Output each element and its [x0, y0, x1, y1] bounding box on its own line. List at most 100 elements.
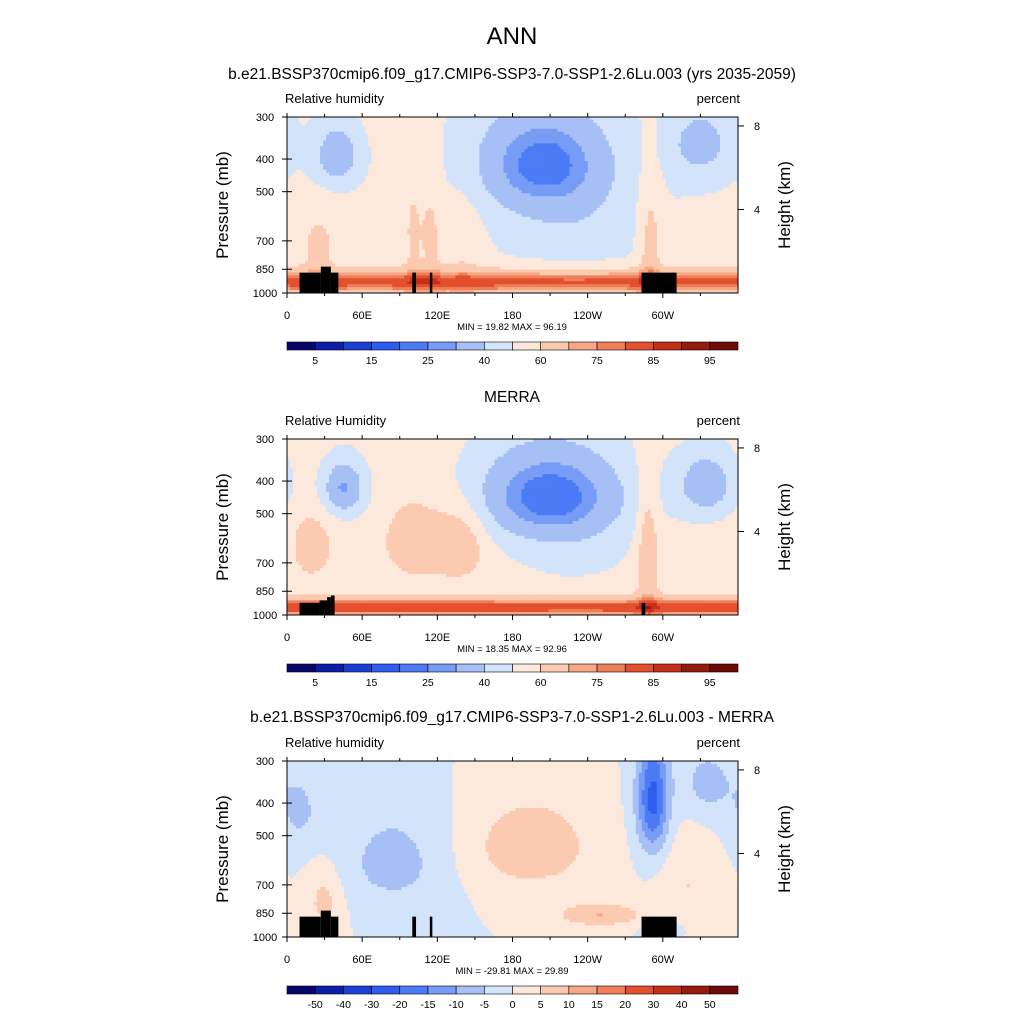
heatmap-cell — [470, 129, 473, 132]
heatmap-cell — [513, 211, 516, 214]
heatmap-cell — [323, 146, 326, 149]
heatmap-cell — [482, 205, 485, 208]
heatmap-cell — [506, 143, 509, 146]
heatmap-cell — [648, 140, 651, 143]
heatmap-cell — [513, 161, 516, 164]
heatmap-cell — [509, 202, 512, 205]
heatmap-cell — [293, 179, 296, 182]
heatmap-cell — [407, 164, 410, 167]
heatmap-cell — [407, 176, 410, 179]
heatmap-cell — [293, 208, 296, 211]
heatmap-cell — [401, 182, 404, 185]
heatmap-cell — [431, 173, 434, 176]
heatmap-cell — [290, 202, 293, 205]
heatmap-cell — [537, 170, 540, 173]
heatmap-cell — [708, 126, 711, 129]
heatmap-cell — [293, 146, 296, 149]
heatmap-cell — [561, 179, 564, 182]
heatmap-cell — [428, 138, 431, 141]
heatmap-cell — [597, 173, 600, 176]
heatmap-cell — [570, 161, 573, 164]
heatmap-cell — [609, 135, 612, 138]
heatmap-cell — [425, 164, 428, 167]
heatmap-cell — [347, 173, 350, 176]
heatmap-cell — [290, 135, 293, 138]
heatmap-cell — [678, 199, 681, 202]
heatmap-cell — [702, 152, 705, 155]
heatmap-cell — [293, 143, 296, 146]
heatmap-cell — [413, 199, 416, 202]
heatmap-cell — [696, 132, 699, 135]
heatmap-cell — [732, 135, 735, 138]
heatmap-cell — [711, 193, 714, 196]
heatmap-cell — [603, 123, 606, 126]
heatmap-cell — [302, 214, 305, 217]
heatmap-cell — [597, 123, 600, 126]
heatmap-cell — [642, 132, 645, 135]
heatmap-cell — [422, 208, 425, 211]
heatmap-cell — [540, 140, 543, 143]
heatmap-cell — [377, 196, 380, 199]
heatmap-cell — [537, 208, 540, 211]
heatmap-cell — [555, 205, 558, 208]
heatmap-cell — [675, 211, 678, 214]
heatmap-cell — [729, 202, 732, 205]
heatmap-cell — [603, 158, 606, 161]
heatmap-cell — [597, 135, 600, 138]
heatmap-cell — [341, 120, 344, 123]
heatmap-cell — [317, 167, 320, 170]
heatmap-cell — [615, 143, 618, 146]
heatmap-cell — [302, 161, 305, 164]
heatmap-cell — [672, 202, 675, 205]
heatmap-cell — [398, 120, 401, 123]
heatmap-cell — [374, 187, 377, 190]
heatmap-cell — [296, 164, 299, 167]
heatmap-cell — [516, 170, 519, 173]
heatmap-cell — [497, 173, 500, 176]
heatmap-cell — [723, 202, 726, 205]
heatmap-cell — [522, 202, 525, 205]
heatmap-cell — [470, 126, 473, 129]
heatmap-cell — [651, 123, 654, 126]
heatmap-cell — [488, 129, 491, 132]
heatmap-cell — [684, 161, 687, 164]
heatmap-cell — [467, 196, 470, 199]
heatmap-cell — [317, 202, 320, 205]
heatmap-cell — [305, 132, 308, 135]
heatmap-cell — [404, 123, 407, 126]
heatmap-cell — [657, 182, 660, 185]
heatmap-cell — [302, 184, 305, 187]
heatmap-cell — [383, 146, 386, 149]
heatmap-cell — [377, 140, 380, 143]
heatmap-cell — [452, 120, 455, 123]
heatmap-cell — [353, 146, 356, 149]
heatmap-cell — [455, 182, 458, 185]
heatmap-cell — [359, 132, 362, 135]
heatmap-cell — [494, 208, 497, 211]
heatmap-cell — [488, 199, 491, 202]
heatmap-cell — [350, 135, 353, 138]
heatmap-cell — [723, 184, 726, 187]
heatmap-cell — [681, 202, 684, 205]
heatmap-cell — [663, 170, 666, 173]
heatmap-cell — [531, 176, 534, 179]
heatmap-cell — [630, 126, 633, 129]
heatmap-cell — [732, 184, 735, 187]
heatmap-cell — [485, 176, 488, 179]
heatmap-cell — [606, 126, 609, 129]
heatmap-cell — [702, 167, 705, 170]
heatmap-cell — [732, 129, 735, 132]
heatmap-cell — [645, 143, 648, 146]
heatmap-cell — [296, 170, 299, 173]
heatmap-cell — [555, 187, 558, 190]
heatmap-cell — [443, 179, 446, 182]
heatmap-cell — [666, 187, 669, 190]
heatmap-cell — [528, 202, 531, 205]
heatmap-cell — [434, 184, 437, 187]
heatmap-cell — [338, 152, 341, 155]
heatmap-cell — [663, 155, 666, 158]
heatmap-cell — [723, 138, 726, 141]
heatmap-cell — [473, 173, 476, 176]
heatmap-cell — [570, 138, 573, 141]
heatmap-cell — [609, 176, 612, 179]
